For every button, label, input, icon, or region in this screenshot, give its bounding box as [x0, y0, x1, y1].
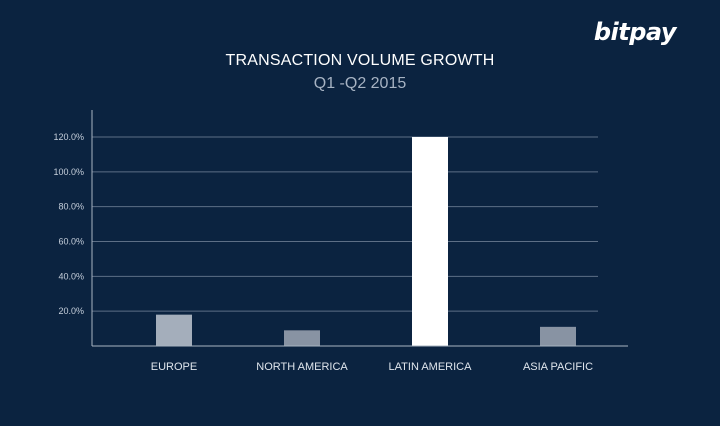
x-category-label: ASIA PACIFIC [523, 361, 593, 373]
y-tick-label: 20.0% [58, 306, 84, 316]
bar-europe [156, 314, 192, 346]
bitpay-logo: bitpay [593, 18, 677, 46]
y-tick-label: 120.0% [53, 132, 84, 142]
x-category-label: EUROPE [151, 361, 197, 373]
y-tick-labels: 20.0% 40.0% 60.0% 80.0% 100.0% 120.0% [53, 132, 84, 316]
chart-subtitle: Q1 -Q2 2015 [313, 75, 407, 92]
y-tick-label: 40.0% [58, 271, 84, 281]
x-category-label: LATIN AMERICA [389, 361, 473, 373]
bar-asia-pacific [540, 326, 576, 346]
bar-latin-america [412, 137, 448, 346]
y-tick-label: 80.0% [58, 202, 84, 212]
bar-north-america [284, 330, 320, 346]
x-category-labels: EUROPE NORTH AMERICA LATIN AMERICA ASIA PAC… [151, 361, 593, 373]
y-tick-label: 100.0% [53, 167, 84, 177]
bars [156, 137, 576, 346]
axes [91, 110, 628, 347]
chart-title: TRANSACTION VOLUME GROWTH [225, 52, 495, 69]
y-tick-label: 60.0% [58, 237, 84, 247]
gridlines [92, 136, 598, 312]
x-category-label: NORTH AMERICA [256, 361, 348, 373]
